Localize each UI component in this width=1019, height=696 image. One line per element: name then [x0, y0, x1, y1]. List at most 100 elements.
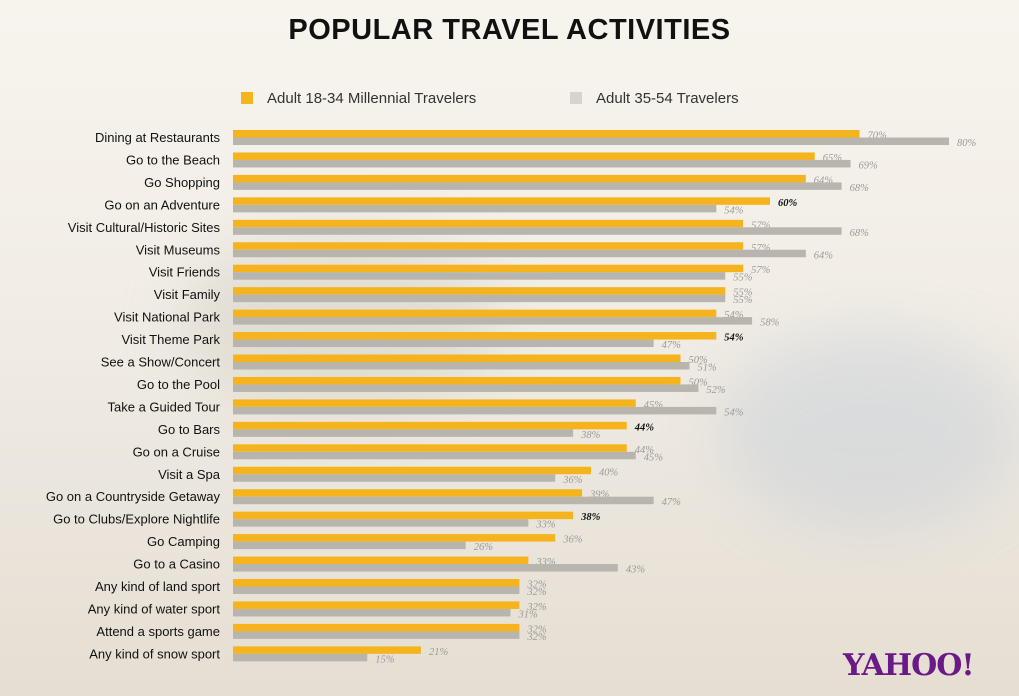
bar-series-1: [233, 242, 744, 250]
category-label: Dining at Restaurants: [95, 130, 221, 145]
value-label-series-1: 40%: [599, 467, 619, 478]
value-label-series-2: 58%: [760, 318, 780, 329]
bar-series-2: [233, 429, 574, 437]
category-label: Visit Museums: [136, 242, 221, 257]
bar-series-1: [233, 444, 627, 452]
bar-series-1: [233, 219, 744, 228]
category-label: Go on a Cruise: [133, 444, 220, 459]
bar-series-1: [233, 511, 574, 520]
value-label-series-2: 38%: [580, 430, 601, 441]
legend-item-series-2: Adult 35-54 Travelers: [570, 88, 739, 108]
value-label-series-2: 69%: [859, 160, 879, 171]
bar-series-2: [233, 227, 842, 235]
value-label-series-2: 68%: [850, 183, 870, 194]
bar-series-1: [233, 197, 770, 205]
value-label-series-1: 55%: [733, 288, 753, 299]
value-label-series-1: 21%: [429, 647, 449, 658]
value-label-series-1: 50%: [689, 377, 709, 388]
category-label: Go Shopping: [144, 175, 220, 190]
value-label-series-2: 52%: [706, 385, 726, 396]
legend-swatch-series-2: [570, 92, 582, 104]
category-label: Go to a Casino: [133, 557, 220, 572]
category-label: Go Camping: [147, 534, 220, 549]
category-label: Go to Bars: [158, 422, 221, 437]
value-label-series-1: 44%: [635, 445, 655, 456]
value-label-series-1: 65%: [823, 153, 843, 164]
value-label-series-2: 36%: [562, 475, 583, 486]
value-label-series-2: 54%: [724, 205, 744, 216]
category-label: See a Show/Concert: [101, 355, 221, 370]
category-label: Any kind of snow sport: [89, 646, 220, 661]
legend-item-series-1: Adult 18-34 Millennial Travelers: [241, 88, 476, 108]
bar-series-1: [233, 556, 529, 565]
bar-series-1: [233, 579, 520, 587]
bar-series-1: [233, 309, 717, 318]
value-label-series-1: 64%: [814, 175, 834, 186]
bar-series-1: [233, 130, 860, 138]
legend-label-series-2: Adult 35-54 Travelers: [596, 89, 739, 107]
category-label: Visit Family: [154, 287, 221, 302]
bar-series-1: [233, 264, 744, 273]
bar-series-2: [233, 384, 699, 392]
bar-series-1: [233, 601, 520, 609]
bar-series-2: [233, 249, 806, 258]
category-label: Go to Clubs/Explore Nightlife: [53, 512, 220, 527]
value-label-series-2: 55%: [733, 295, 753, 306]
category-label: Visit Theme Park: [121, 332, 220, 347]
category-label: Go to the Pool: [137, 377, 220, 392]
value-label-series-1: 54%: [724, 333, 744, 344]
value-label-series-2: 26%: [474, 542, 494, 553]
bar-series-1: [233, 534, 556, 542]
bar-series-1: [233, 489, 583, 497]
bar-series-1: [233, 399, 636, 407]
value-label-series-1: 33%: [535, 557, 556, 568]
bar-series-1: [233, 421, 627, 430]
bar-series-2: [233, 586, 520, 594]
bar-series-2: [233, 204, 717, 213]
bar-series-2: [233, 541, 466, 550]
category-label: Attend a sports game: [96, 624, 220, 639]
category-label: Go to the Beach: [126, 152, 220, 167]
bar-series-2: [233, 137, 949, 145]
bar-series-2: [233, 182, 842, 190]
bar-series-1: [233, 174, 806, 183]
value-label-series-2: 45%: [644, 452, 664, 463]
value-label-series-1: 39%: [589, 490, 610, 501]
category-label: Visit Friends: [149, 265, 221, 280]
category-label: Visit a Spa: [158, 467, 221, 482]
category-label: Visit Cultural/Historic Sites: [68, 220, 221, 235]
bar-series-2: [233, 406, 717, 415]
value-label-series-1: 50%: [689, 355, 709, 366]
bar-series-2: [233, 317, 753, 325]
value-label-series-1: 45%: [644, 400, 664, 411]
bar-series-2: [233, 608, 511, 617]
value-label-series-2: 43%: [626, 565, 646, 576]
category-label: Any kind of water sport: [88, 601, 221, 616]
value-label-series-2: 47%: [662, 497, 682, 508]
value-label-series-1: 32%: [526, 580, 547, 591]
value-label-series-1: 32%: [526, 602, 547, 613]
value-label-series-1: 60%: [778, 198, 798, 209]
legend-swatch-series-1: [241, 92, 253, 104]
value-label-series-2: 47%: [662, 340, 682, 351]
value-label-series-2: 15%: [375, 654, 395, 665]
value-label-series-1: 36%: [562, 535, 583, 546]
value-label-series-1: 57%: [751, 243, 771, 254]
value-label-series-2: 55%: [733, 273, 753, 284]
value-label-series-2: 31%: [517, 609, 538, 620]
bar-series-2: [233, 653, 368, 662]
bar-series-1: [233, 332, 717, 340]
value-label-series-2: 54%: [724, 407, 744, 418]
bar-series-2: [233, 474, 556, 482]
yahoo-logo: YAHOO!: [843, 648, 975, 683]
category-label: Any kind of land sport: [95, 579, 220, 594]
bar-series-2: [233, 519, 529, 527]
bar-series-2: [233, 294, 726, 303]
bar-series-2: [233, 159, 851, 168]
value-label-series-2: 51%: [697, 363, 717, 374]
bar-series-2: [233, 339, 654, 348]
value-label-series-2: 64%: [814, 250, 834, 261]
value-label-series-2: 32%: [526, 632, 547, 643]
bar-series-1: [233, 646, 421, 654]
